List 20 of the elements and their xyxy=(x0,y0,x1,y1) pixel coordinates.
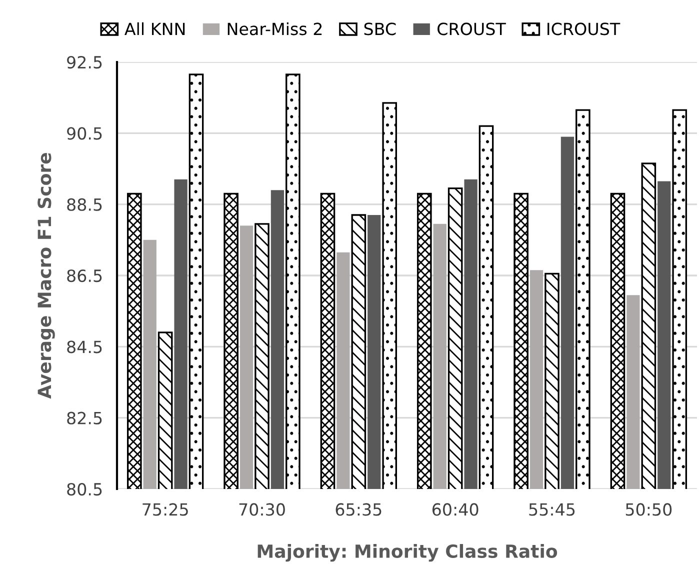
legend-label: SBC xyxy=(364,22,396,36)
x-tick-label: 70:30 xyxy=(239,503,285,516)
x-tick-label: 55:45 xyxy=(529,503,575,516)
x-axis-title: Majority: Minority Class Ratio xyxy=(258,544,558,562)
y-tick-label: 92.5 xyxy=(67,56,102,69)
legend-label: Near-Miss 2 xyxy=(228,22,322,36)
legend-label: All KNN xyxy=(124,22,185,35)
y-tick-label: 88.5 xyxy=(67,198,102,211)
y-tick-label: 90.5 xyxy=(67,127,102,140)
x-tick-label: 75:25 xyxy=(142,503,188,516)
y-tick-label: 82.5 xyxy=(67,412,102,424)
y-tick-label: 84.5 xyxy=(67,340,102,354)
legend-label: CROUST xyxy=(438,22,506,36)
y-tick-label: 86.5 xyxy=(67,269,102,282)
x-tick-label: 60:40 xyxy=(432,503,478,516)
x-tick-label: 50:50 xyxy=(626,503,672,516)
y-tick-label: 80.5 xyxy=(67,482,102,496)
x-tick-label: 65:35 xyxy=(336,503,382,516)
legend-label: ICROUST xyxy=(548,22,620,36)
y-axis-title: Average Macro F1 Score xyxy=(38,152,55,399)
